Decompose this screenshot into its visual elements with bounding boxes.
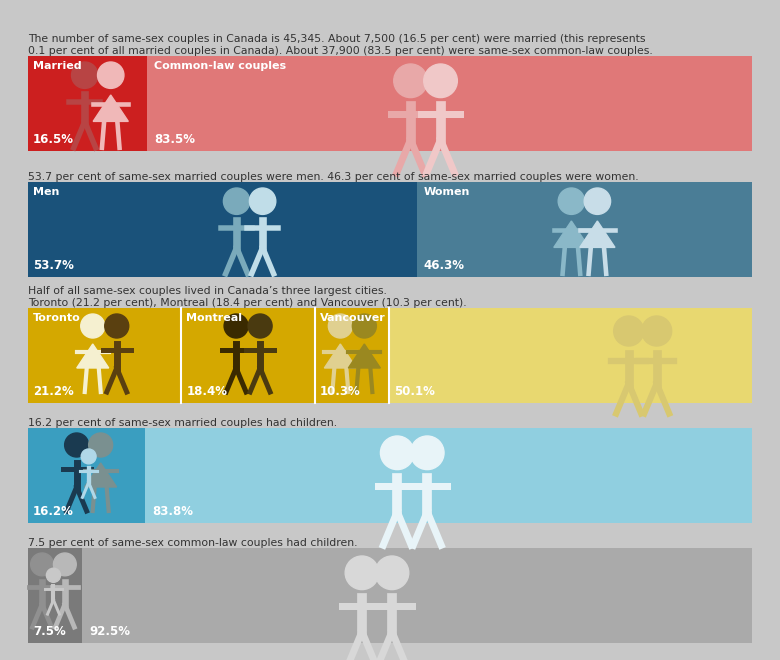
- Circle shape: [328, 314, 353, 338]
- Bar: [28, 56, 147, 151]
- Bar: [28, 308, 182, 403]
- Circle shape: [223, 188, 250, 215]
- Text: Vancouver: Vancouver: [320, 313, 385, 323]
- Text: Toronto: Toronto: [33, 313, 81, 323]
- Text: 10.3%: 10.3%: [320, 385, 360, 398]
- Circle shape: [46, 568, 61, 582]
- Circle shape: [30, 553, 54, 576]
- Text: Common-law couples: Common-law couples: [154, 61, 286, 71]
- Circle shape: [81, 314, 105, 338]
- Circle shape: [72, 62, 98, 88]
- Text: 53.7 per cent of same-sex married couples were men. 46.3 per cent of same-sex ma: 53.7 per cent of same-sex married couple…: [28, 172, 639, 182]
- Bar: [147, 56, 752, 151]
- Circle shape: [424, 64, 457, 98]
- Circle shape: [105, 314, 129, 338]
- Circle shape: [224, 314, 248, 338]
- Text: 16.2%: 16.2%: [33, 505, 74, 518]
- Text: 21.2%: 21.2%: [33, 385, 74, 398]
- Text: 83.5%: 83.5%: [154, 133, 196, 146]
- Text: The number of same-sex couples in Canada is 45,345. About 7,500 (16.5 per cent) : The number of same-sex couples in Canada…: [28, 34, 646, 44]
- Bar: [145, 428, 752, 523]
- Circle shape: [54, 553, 76, 576]
- Circle shape: [410, 436, 444, 470]
- Text: 46.3%: 46.3%: [424, 259, 465, 272]
- Polygon shape: [349, 344, 381, 368]
- Bar: [389, 308, 752, 403]
- Circle shape: [558, 188, 584, 215]
- Circle shape: [98, 62, 124, 88]
- Bar: [28, 548, 83, 643]
- Circle shape: [584, 188, 611, 215]
- Polygon shape: [324, 344, 356, 368]
- Circle shape: [346, 556, 379, 589]
- Circle shape: [375, 556, 409, 589]
- Text: 16.2 per cent of same-sex married couples had children.: 16.2 per cent of same-sex married couple…: [28, 418, 337, 428]
- Bar: [83, 548, 752, 643]
- Text: Toronto (21.2 per cent), Montreal (18.4 per cent) and Vancouver (10.3 per cent).: Toronto (21.2 per cent), Montreal (18.4 …: [28, 298, 466, 308]
- Text: 18.4%: 18.4%: [186, 385, 228, 398]
- Text: 7.5%: 7.5%: [33, 625, 66, 638]
- Circle shape: [89, 433, 112, 457]
- Circle shape: [65, 433, 89, 457]
- Bar: [28, 182, 417, 277]
- Bar: [417, 182, 752, 277]
- Polygon shape: [76, 344, 108, 368]
- Bar: [314, 308, 389, 403]
- Polygon shape: [93, 95, 129, 121]
- Text: Half of all same-sex couples lived in Canada’s three largest cities.: Half of all same-sex couples lived in Ca…: [28, 286, 387, 296]
- Text: 7.5 per cent of same-sex common-law couples had children.: 7.5 per cent of same-sex common-law coup…: [28, 538, 357, 548]
- Circle shape: [394, 64, 427, 98]
- Circle shape: [381, 436, 414, 470]
- Circle shape: [353, 314, 377, 338]
- Polygon shape: [554, 221, 589, 248]
- Text: Men: Men: [33, 187, 59, 197]
- Circle shape: [248, 314, 272, 338]
- Bar: [28, 428, 145, 523]
- Polygon shape: [85, 463, 117, 487]
- Text: 83.8%: 83.8%: [152, 505, 193, 518]
- Text: Montreal: Montreal: [186, 313, 243, 323]
- Text: 0.1 per cent of all married couples in Canada). About 37,900 (83.5 per cent) wer: 0.1 per cent of all married couples in C…: [28, 46, 653, 56]
- Text: Married: Married: [33, 61, 82, 71]
- Text: 53.7%: 53.7%: [33, 259, 74, 272]
- Circle shape: [250, 188, 276, 215]
- Circle shape: [614, 316, 644, 346]
- Text: 92.5%: 92.5%: [89, 625, 130, 638]
- Text: 16.5%: 16.5%: [33, 133, 74, 146]
- Circle shape: [642, 316, 672, 346]
- Circle shape: [81, 449, 96, 464]
- Bar: [182, 308, 314, 403]
- Text: 50.1%: 50.1%: [394, 385, 435, 398]
- Text: Women: Women: [424, 187, 470, 197]
- Polygon shape: [580, 221, 615, 248]
